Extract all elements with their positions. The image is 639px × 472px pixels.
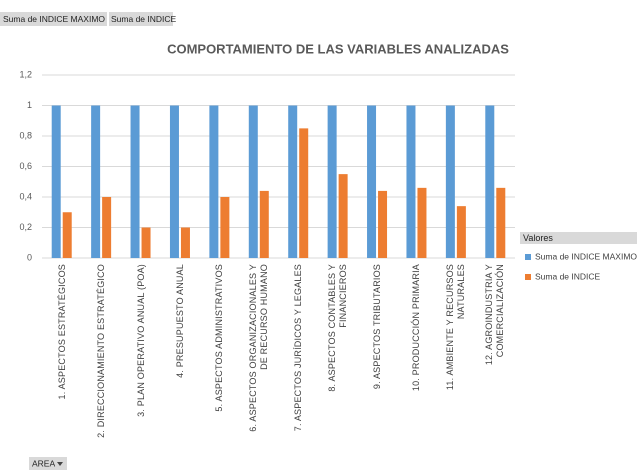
- bar: [288, 105, 298, 258]
- bar: [259, 190, 269, 258]
- x-tick-label: 10. PRODUCCIÓN PRIMARIA: [410, 264, 421, 392]
- axis-field-button-label: AREA: [32, 458, 55, 468]
- y-tick-label: 0,6: [19, 161, 32, 171]
- x-tick-label: 3. PLAN OPERATIVO ANUAL (POA): [135, 264, 146, 417]
- x-tick-label: 12. AGROINDUSTRIA Y COMERCIALIZACIÓN: [484, 264, 506, 366]
- bar: [220, 197, 230, 258]
- field-button[interactable]: [0, 12, 107, 26]
- x-tick-label: 5. ASPECTOS ADMINISTRATIVOS: [213, 264, 224, 412]
- bar: [496, 187, 506, 258]
- bar: [130, 105, 140, 258]
- x-tick-label: 4. PRESUPUESTO ANUAL: [174, 264, 185, 378]
- bar: [417, 187, 427, 258]
- x-tick-label: 2. DIRECCIONAMIENTO ESTRATÉGICO: [95, 264, 106, 438]
- bar: [102, 197, 112, 258]
- chart-title: COMPORTAMIENTO DE LAS VARIABLES ANALIZAD…: [167, 41, 509, 56]
- x-tick-label: 7. ASPECTOS JURÍDICOS Y LEGALES: [292, 264, 303, 432]
- bar: [456, 206, 466, 258]
- legend-label: Suma de INDICE: [535, 271, 601, 281]
- y-tick-label: 0: [27, 252, 32, 262]
- legend-swatch: [525, 274, 531, 280]
- bar: [367, 105, 377, 258]
- y-tick-label: 1: [27, 100, 32, 110]
- bar: [248, 105, 258, 258]
- x-tick-label: 1. ASPECTOS ESTRATÉGICOS: [56, 264, 67, 400]
- bar: [91, 105, 101, 258]
- y-tick-label: 0,4: [19, 191, 32, 201]
- legend-label: Suma de INDICE MAXIMO: [535, 251, 637, 261]
- x-tick-label: 11. AMBIENTE Y RECURSOS NATURALES: [444, 264, 466, 391]
- x-tick-label: 9. ASPECTOS TRIBUTARIOS: [371, 264, 382, 390]
- bar: [406, 105, 416, 258]
- y-tick-label: 0,2: [19, 222, 32, 232]
- bar: [485, 105, 495, 258]
- bar: [141, 227, 151, 258]
- y-tick-label: 0,8: [19, 130, 32, 140]
- bar: [62, 212, 72, 258]
- bar: [299, 128, 309, 258]
- x-tick-label: 8. ASPECTOS CONTABLES Y FINANCIEROS: [326, 264, 348, 392]
- bar: [169, 105, 179, 258]
- field-button-label: Suma de INDICE: [111, 14, 177, 24]
- bar: [180, 227, 190, 258]
- dropdown-icon: [57, 462, 63, 466]
- bar: [327, 105, 337, 258]
- field-button-label: Suma de INDICE MAXIMO: [3, 14, 105, 24]
- x-tick-label: 6. ASPECTOS ORGANIZACIONALES Y DE RECURS…: [247, 264, 269, 432]
- bar: [378, 190, 388, 258]
- legend-title-bg: [520, 232, 637, 244]
- y-tick-label: 1,2: [19, 69, 32, 79]
- field-button[interactable]: [109, 12, 173, 26]
- bar: [445, 105, 455, 258]
- bar: [338, 174, 348, 258]
- bar: [51, 105, 61, 258]
- axis-field-button[interactable]: [29, 457, 67, 470]
- legend-title: Valores: [523, 233, 553, 243]
- bar: [209, 105, 219, 258]
- legend-swatch: [525, 254, 531, 260]
